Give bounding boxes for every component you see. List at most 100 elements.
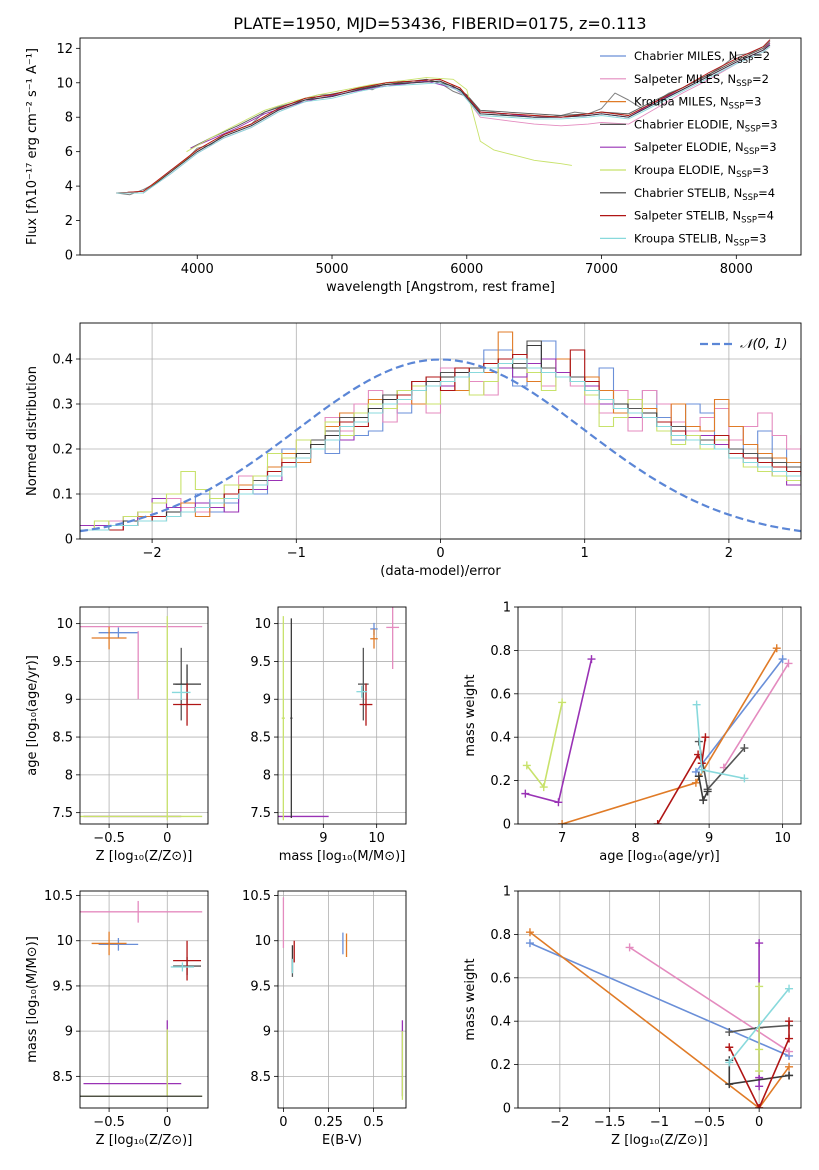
plus-marker bbox=[755, 1067, 764, 1076]
axes-frame bbox=[277, 606, 407, 825]
y-tick-label: 9 bbox=[65, 693, 73, 708]
legend-label-text: Salpeter MILES, N bbox=[634, 72, 736, 86]
weight-series bbox=[725, 1056, 794, 1089]
errorbar-point bbox=[281, 616, 285, 821]
y-tick-label: 0.2 bbox=[52, 443, 73, 458]
x-tick-label: −2 bbox=[550, 1115, 569, 1130]
x-tick-label: 8000 bbox=[720, 262, 753, 277]
y-tick-label: 0.2 bbox=[490, 774, 511, 789]
legend-label-subscript: SSP bbox=[734, 238, 750, 248]
figure-title: PLATE=1950, MJD=53436, FIBERID=0175, z=0… bbox=[233, 14, 646, 33]
plus-marker bbox=[587, 655, 596, 664]
x-axis-label: mass [log₁₀(M/M⊙)] bbox=[279, 849, 406, 864]
y-tick-label: 12 bbox=[56, 42, 73, 57]
y-tick-label: 0.6 bbox=[490, 687, 511, 702]
legend-label: Kroupa STELIB, NSSP=3 bbox=[634, 231, 766, 248]
histogram-step bbox=[80, 340, 801, 531]
weight-line bbox=[529, 942, 790, 1057]
plus-marker bbox=[785, 1034, 794, 1043]
legend-label-subscript: SSP bbox=[736, 170, 752, 180]
legend-entry: Kroupa ELODIE, NSSP=3 bbox=[600, 163, 769, 180]
plot-area bbox=[80, 616, 203, 821]
plus-marker bbox=[691, 767, 700, 776]
plus-marker bbox=[772, 644, 781, 653]
y-axis-label: Normed distribution bbox=[25, 366, 40, 496]
legend-label: Chabrier STELIB, NSSP=4 bbox=[634, 186, 775, 203]
axes: −0.5 0 8.5 9 9.5 10 10.5 Z [log₁₀(Z/Z⊙)] mass [l… bbox=[25, 889, 209, 1148]
legend-label-subscript: SSP bbox=[737, 56, 753, 66]
x-tick-label: 8 bbox=[631, 831, 639, 846]
y-tick-label: 2 bbox=[65, 214, 73, 229]
axes: 9 10 7.5 8 8.5 9 9.5 10 mass [log₁₀(M/M⊙)] bbox=[250, 606, 407, 864]
weight-line bbox=[723, 662, 790, 769]
y-tick-label: 0.6 bbox=[490, 971, 511, 986]
weight-series bbox=[694, 772, 712, 805]
gaussian-reference-curve bbox=[80, 358, 801, 533]
x-axis-label: Z [log₁₀(Z/Z⊙)] bbox=[96, 849, 193, 864]
plus-marker bbox=[785, 1047, 794, 1056]
x-tick-label: 4000 bbox=[181, 262, 214, 277]
x-tick-label: 10 bbox=[774, 831, 791, 846]
weight-series bbox=[719, 659, 793, 772]
legend-label-count: =4 bbox=[758, 186, 775, 200]
plus-marker bbox=[755, 939, 764, 948]
plus-marker bbox=[740, 774, 749, 783]
plus-marker bbox=[692, 700, 701, 709]
y-tick-label: 4 bbox=[65, 180, 73, 195]
legend-label-count: =3 bbox=[752, 163, 769, 177]
x-axis-label: age [log₁₀(age/yr)] bbox=[599, 849, 720, 864]
plus-marker bbox=[625, 943, 634, 952]
y-tick-label: 0 bbox=[65, 533, 73, 548]
x-tick-label: 2 bbox=[725, 546, 733, 561]
errorbar-point bbox=[386, 607, 400, 669]
errorbar-point bbox=[358, 647, 369, 721]
weight-series bbox=[525, 939, 794, 1060]
model-spectrum-line bbox=[116, 46, 771, 194]
errorbar-point bbox=[370, 628, 378, 649]
weight-line bbox=[529, 931, 790, 1108]
legend-entry: Chabrier MILES, NSSP=2 bbox=[600, 49, 770, 66]
legend-label-count: =2 bbox=[752, 72, 769, 86]
weight-line bbox=[629, 946, 790, 1053]
y-tick-label: 8.5 bbox=[250, 1070, 271, 1085]
y-tick-label: 9.5 bbox=[52, 979, 73, 994]
plus-marker bbox=[525, 939, 534, 948]
x-tick-label: 5000 bbox=[315, 262, 348, 277]
y-tick-label: 10 bbox=[254, 934, 271, 949]
weight-series bbox=[725, 1017, 794, 1108]
plus-marker bbox=[701, 733, 710, 742]
axes-frame bbox=[79, 322, 802, 540]
x-tick-label: −0.5 bbox=[93, 1115, 125, 1130]
weight-series bbox=[558, 644, 781, 824]
legend-label-text: Salpeter STELIB, N bbox=[634, 209, 741, 223]
x-tick-label: 0 bbox=[755, 1115, 763, 1130]
histogram-step bbox=[80, 344, 801, 531]
y-axis-label: mass weight bbox=[463, 674, 478, 756]
y-tick-label: 6 bbox=[65, 145, 73, 160]
x-axis-label: (data-model)/error bbox=[380, 564, 501, 579]
plus-marker bbox=[554, 798, 563, 807]
y-tick-label: 0 bbox=[503, 818, 511, 833]
grid bbox=[278, 891, 406, 1108]
grid bbox=[278, 607, 406, 824]
plus-marker bbox=[725, 1043, 734, 1052]
plus-marker bbox=[691, 778, 700, 787]
errorbar-point bbox=[359, 683, 373, 726]
plot-area bbox=[282, 897, 404, 1100]
y-tick-label: 0.8 bbox=[490, 644, 511, 659]
y-tick-label: 7.5 bbox=[52, 806, 73, 821]
x-tick-label: 0.25 bbox=[314, 1115, 343, 1130]
x-axis-label: E(B-V) bbox=[322, 1133, 362, 1148]
legend-label-text: Kroupa STELIB, N bbox=[634, 231, 734, 245]
legend-label-count: =3 bbox=[761, 117, 778, 131]
plus-marker bbox=[699, 796, 708, 805]
y-tick-label: 8.5 bbox=[250, 731, 271, 746]
y-tick-label: 8 bbox=[263, 768, 271, 783]
axes: 4000 5000 6000 7000 8000 0 2 4 6 8 10 12 wavelength … bbox=[25, 37, 802, 295]
weight-line bbox=[561, 647, 778, 824]
legend-entry: Salpeter ELODIE, NSSP=3 bbox=[600, 140, 777, 157]
y-tick-label: 9 bbox=[65, 1025, 73, 1040]
legend-label-text: Kroupa MILES, N bbox=[634, 95, 729, 109]
errorbar-point bbox=[91, 931, 127, 956]
